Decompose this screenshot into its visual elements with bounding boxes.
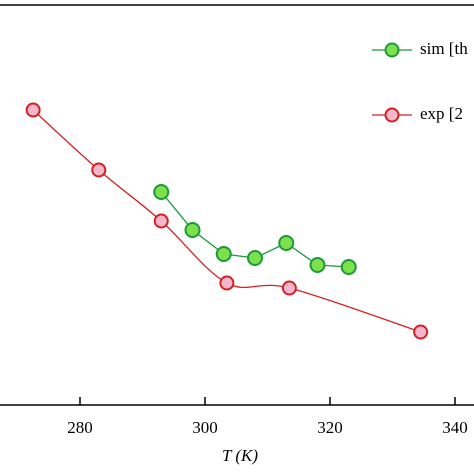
series-line — [32, 109, 421, 333]
data-point — [247, 250, 263, 266]
x-tick-label: 320 — [317, 418, 343, 437]
legend-label: exp [2 — [420, 104, 463, 123]
x-tick-label: 300 — [192, 418, 218, 437]
data-point — [25, 102, 41, 118]
legend-marker — [384, 42, 400, 58]
legend-marker — [384, 107, 400, 123]
data-point — [340, 259, 357, 275]
x-tick-label: 340 — [442, 418, 468, 437]
data-point — [153, 213, 169, 229]
legend-label: sim [th — [420, 39, 468, 58]
data-point — [215, 246, 232, 262]
data-point — [91, 162, 107, 178]
data-point — [278, 235, 295, 251]
data-point — [219, 275, 235, 291]
data-point — [184, 222, 201, 238]
x-axis-label: T (K) — [222, 446, 258, 465]
data-point — [153, 184, 170, 200]
plot-frame — [0, 4, 474, 406]
data-point — [309, 257, 326, 273]
data-point — [413, 324, 429, 340]
data-point — [281, 280, 297, 296]
x-tick-label: 280 — [67, 418, 93, 437]
